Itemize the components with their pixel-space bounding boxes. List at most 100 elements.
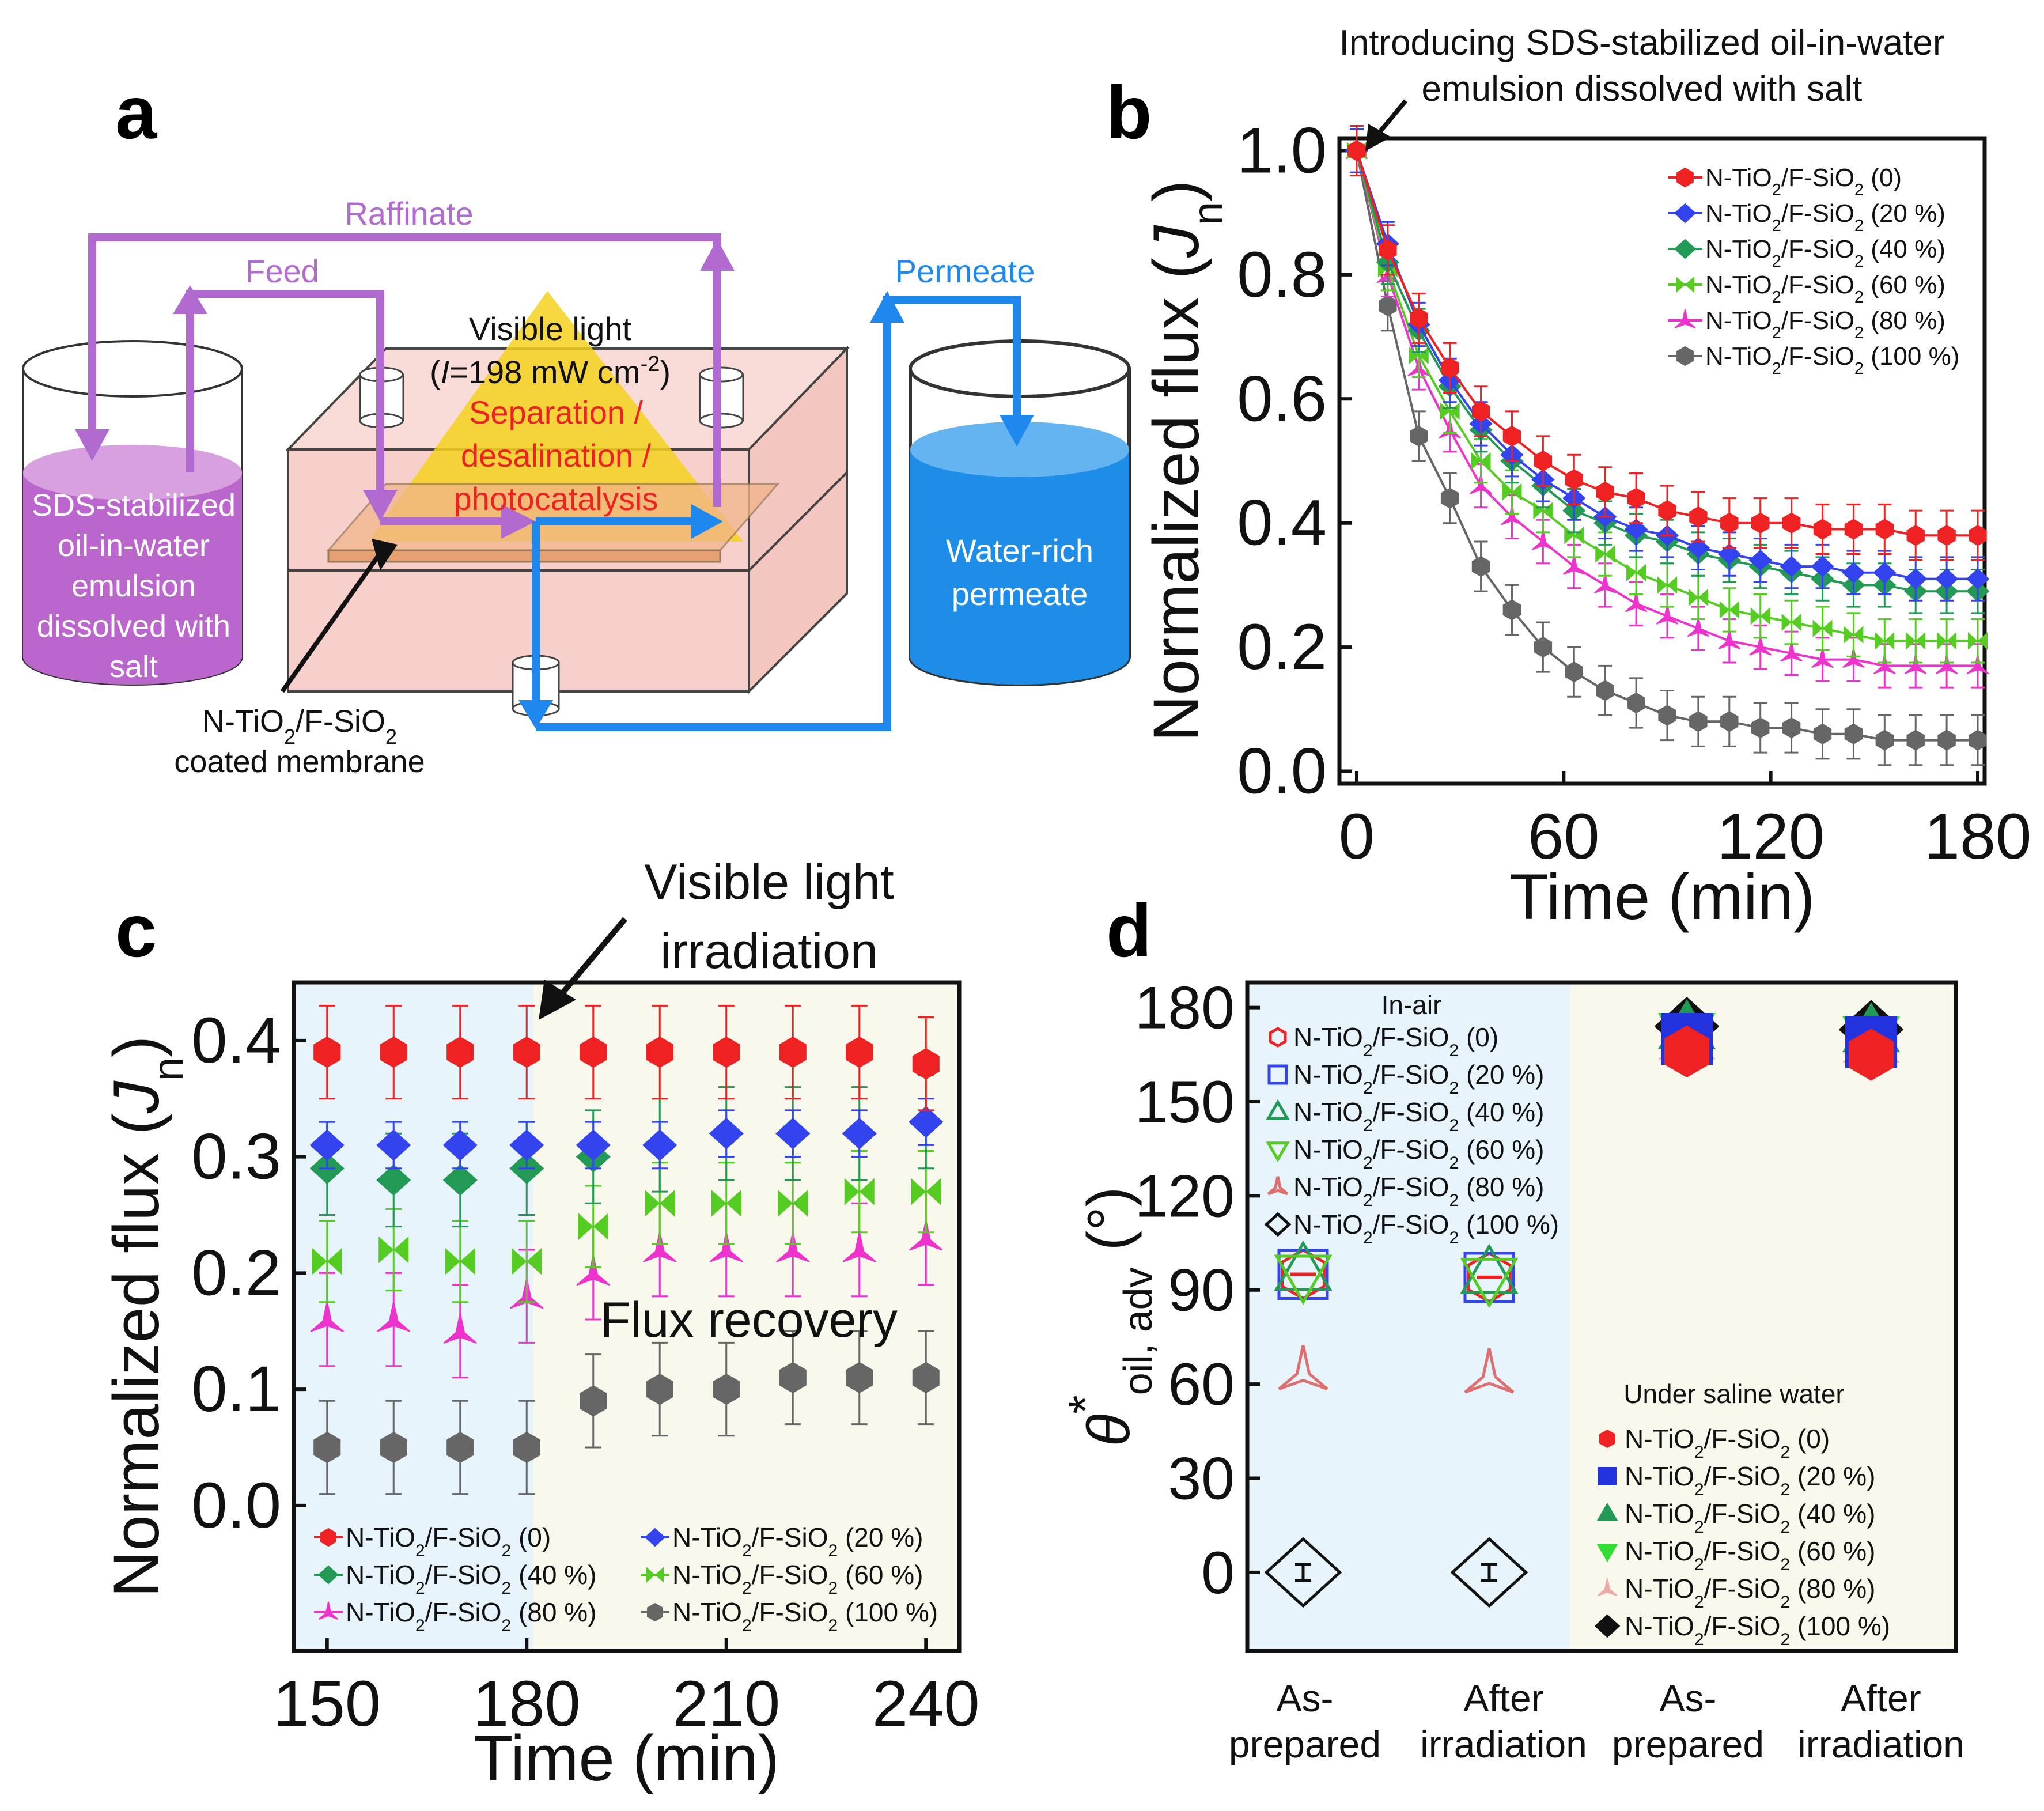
legend-marker <box>646 1567 664 1583</box>
data-point <box>1409 346 1429 365</box>
data-point <box>775 1117 811 1150</box>
panel-label-b: b <box>1106 70 1152 154</box>
data-point <box>1937 632 1957 650</box>
data-point <box>580 1036 607 1068</box>
permeate-label: Permeate <box>895 253 1035 289</box>
raffinate-label: Raffinate <box>345 195 473 232</box>
data-point <box>377 1301 411 1332</box>
category-label-line2: prepared <box>1229 1723 1381 1765</box>
legend-label: N-TiO2/F-SiO2 (0) <box>1293 1022 1498 1060</box>
x-tick-label: 0 <box>1339 800 1375 872</box>
data-point <box>1460 1243 1519 1294</box>
light-label-line1: Visible light <box>469 311 632 347</box>
data-point <box>909 1106 944 1138</box>
cell-upper-side <box>748 346 848 573</box>
x-axis-title: Time (min) <box>1509 861 1815 933</box>
legend-label: N-TiO2/F-SiO2 (20 %) <box>1705 199 1945 235</box>
legend-label: N-TiO2/F-SiO2 (100 %) <box>672 1597 938 1635</box>
data-point <box>376 1164 411 1196</box>
data-point <box>1782 717 1801 739</box>
in-air-series-5 <box>1264 1537 1528 1608</box>
feed-arrowhead-down <box>363 490 398 521</box>
data-point <box>378 1236 409 1264</box>
data-point <box>844 1178 875 1205</box>
x-tick-label: 180 <box>1924 800 2032 872</box>
data-point <box>1347 140 1366 161</box>
data-point <box>1781 613 1801 632</box>
y-tick-label: 60 <box>1168 1351 1235 1418</box>
x-tick-label: 120 <box>1717 800 1825 872</box>
legend-label: N-TiO2/F-SiO2 (60 %) <box>672 1560 923 1598</box>
data-point <box>646 1373 673 1405</box>
data-point <box>313 1431 341 1464</box>
y-tick-label: 0.2 <box>1237 611 1327 683</box>
data-point <box>1750 607 1770 625</box>
data-point <box>911 1178 941 1205</box>
data-point <box>1502 483 1522 501</box>
legend-marker <box>1599 1429 1615 1449</box>
data-point <box>513 1036 540 1068</box>
data-point <box>779 1362 807 1394</box>
data-point <box>1811 648 1834 668</box>
data-point <box>1813 519 1832 540</box>
membrane-label-line1: N-TiO2/F-SiO2 <box>202 704 397 748</box>
data-point <box>1450 1537 1528 1608</box>
feed-tank-line-3: emulsion <box>71 569 196 603</box>
data-point <box>1848 1029 1894 1081</box>
data-point <box>909 1220 943 1251</box>
category-label-line2: prepared <box>1612 1723 1764 1765</box>
data-point <box>846 1036 873 1068</box>
data-point <box>1969 729 1987 751</box>
data-point <box>1813 723 1832 744</box>
data-point <box>1596 680 1614 701</box>
data-point <box>713 1036 740 1068</box>
legend-marker <box>645 1528 665 1547</box>
y-tick-label: 1.0 <box>1237 115 1327 187</box>
data-point <box>1875 729 1894 751</box>
data-point <box>1565 661 1583 683</box>
data-point <box>513 1431 540 1464</box>
series-3 <box>1346 128 1988 664</box>
y-tick-label: 0 <box>1201 1540 1235 1606</box>
legend-label: N-TiO2/F-SiO2 (40 %) <box>1625 1499 1875 1537</box>
legend-marker <box>318 1601 339 1620</box>
data-point <box>1873 653 1896 674</box>
legend-label: N-TiO2/F-SiO2 (40 %) <box>1293 1097 1544 1135</box>
data-point <box>912 1362 940 1394</box>
feed-tank-line-2: oil-in-water <box>58 528 210 563</box>
annotation-arrow <box>559 917 627 996</box>
plot-frame <box>1337 136 1987 786</box>
legend-label: N-TiO2/F-SiO2 (20 %) <box>1293 1060 1544 1098</box>
y-tick-label: 180 <box>1134 975 1235 1042</box>
data-point <box>846 1362 873 1394</box>
panel-label-c: c <box>115 889 157 973</box>
legend-label: N-TiO2/F-SiO2 (20 %) <box>672 1522 923 1560</box>
chart-panel-b: 0 60 120 180 0.0 0.2 0.4 0.6 0.8 1.0 Time (min) Nor… <box>1140 23 2031 933</box>
category-label-line1: As- <box>1277 1677 1334 1719</box>
data-point <box>1656 604 1679 625</box>
data-point <box>1624 519 1648 540</box>
process-label-2: desalination / <box>461 437 651 474</box>
data-point <box>1410 308 1428 329</box>
irradiation-region <box>533 982 959 1651</box>
legend-label: N-TiO2/F-SiO2 (100 %) <box>1705 342 1959 378</box>
data-point <box>1274 1254 1333 1305</box>
feed-arrow <box>186 290 518 525</box>
data-point <box>1719 601 1739 619</box>
saline-region <box>1570 982 1956 1651</box>
light-label-line2: (I=198 mW cm-2) <box>430 352 671 390</box>
y-tick-label: 90 <box>1168 1257 1235 1324</box>
data-point <box>509 1129 544 1161</box>
data-point <box>1842 562 1865 584</box>
legend-label: N-TiO2/F-SiO2 (80 %) <box>346 1597 596 1635</box>
permeate-arrowhead-down1 <box>518 700 553 729</box>
y-tick-label: 0.4 <box>1237 487 1327 559</box>
y-tick-label: 0.2 <box>191 1237 281 1309</box>
legend-marker <box>320 1528 336 1547</box>
x-tick-label: 240 <box>872 1668 980 1740</box>
data-point <box>1844 519 1863 540</box>
data-point <box>1463 1252 1515 1303</box>
data-point <box>1966 653 1989 674</box>
feed-tank-line-5: salt <box>109 649 158 684</box>
data-point <box>380 1431 407 1464</box>
